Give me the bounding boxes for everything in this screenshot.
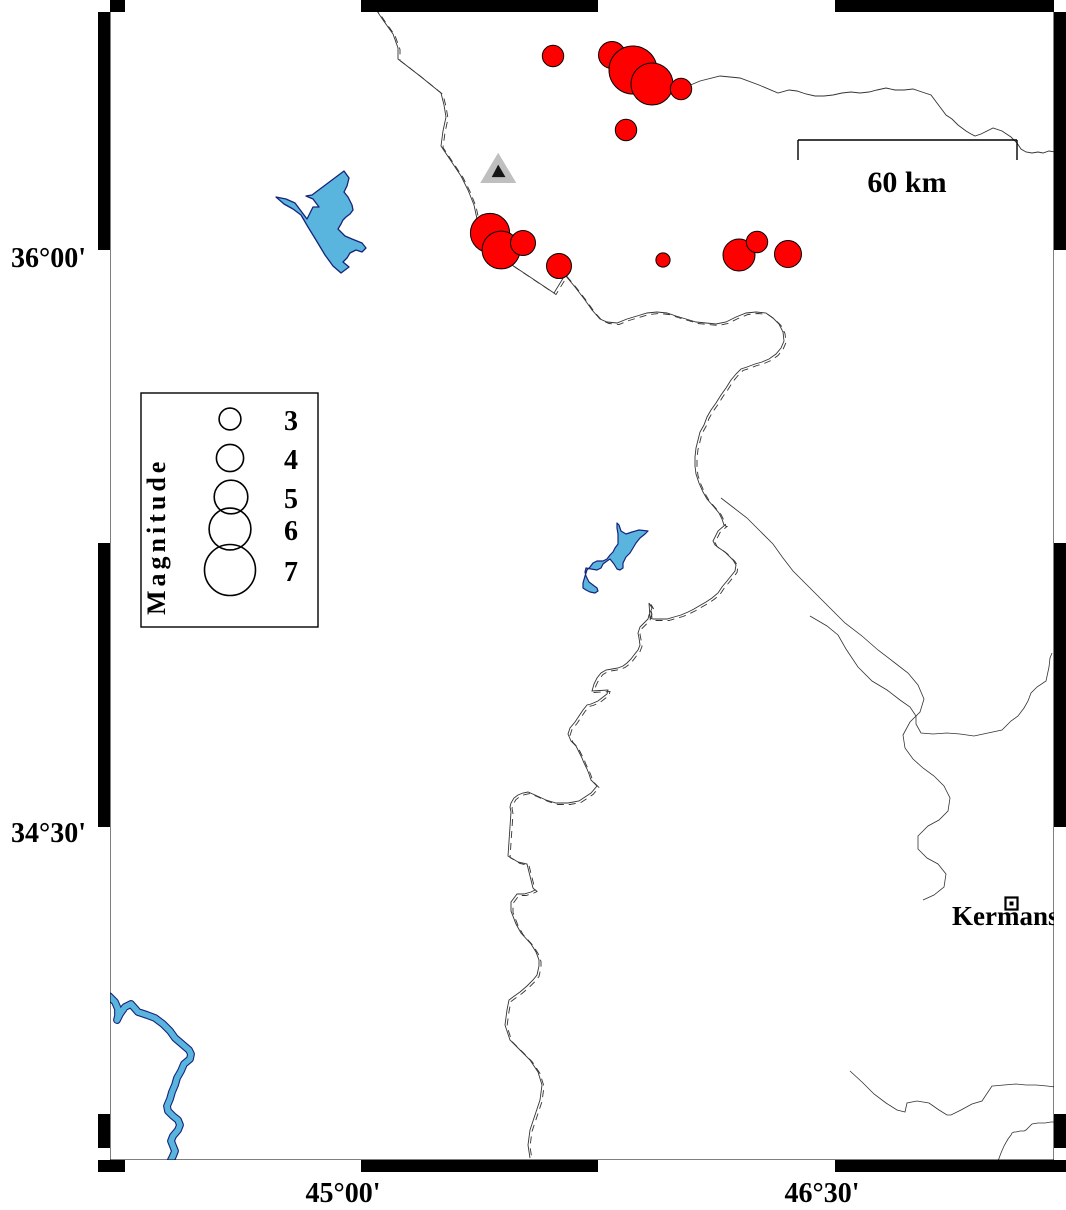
svg-text:4: 4 [284, 445, 298, 476]
svg-text:Kermanshah: Kermanshah [952, 901, 1066, 931]
svg-text:60 km: 60 km [867, 166, 946, 199]
svg-text:5: 5 [284, 484, 298, 515]
svg-text:46°30': 46°30' [785, 1178, 860, 1209]
svg-text:Magnitude: Magnitude [142, 458, 171, 615]
svg-text:3: 3 [284, 406, 298, 437]
svg-text:45°00': 45°00' [306, 1178, 381, 1209]
svg-text:36°00': 36°00' [11, 243, 86, 274]
svg-text:6: 6 [284, 516, 298, 547]
svg-text:34°30': 34°30' [11, 818, 86, 849]
svg-text:7: 7 [284, 557, 298, 588]
